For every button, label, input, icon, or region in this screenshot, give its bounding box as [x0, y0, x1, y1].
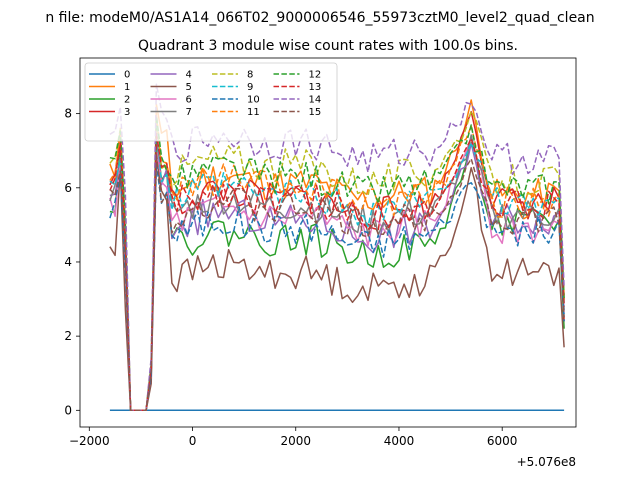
legend-label-6: 6 [186, 95, 192, 106]
series-line-11 [109, 113, 565, 412]
y-tick-label: 4 [64, 255, 72, 269]
x-axis: −2000 0 2000 4000 6000 [69, 427, 517, 448]
legend-label-8: 8 [247, 70, 253, 81]
x-tick-label: 6000 [487, 434, 518, 448]
series-line-12 [109, 115, 565, 412]
chart-title: Quadrant 3 module wise count rates with … [138, 38, 518, 54]
legend-label-0: 0 [124, 70, 130, 81]
legend-label-5: 5 [186, 82, 192, 93]
x-tick-label: −2000 [69, 434, 110, 448]
x-offset-label: +5.076e8 [517, 455, 576, 469]
legend-label-9: 9 [247, 82, 253, 93]
y-tick-label: 6 [64, 181, 72, 195]
series-line-3 [109, 110, 565, 412]
legend-label-2: 2 [124, 95, 130, 106]
series-line-10 [109, 162, 565, 412]
x-tick-label: 0 [189, 434, 197, 448]
legend-label-1: 1 [124, 82, 130, 93]
figure-suptitle: n file: modeM0/AS1A14_066T02_9000006546_… [45, 10, 594, 26]
legend-label-15: 15 [309, 107, 322, 118]
legend-label-7: 7 [186, 107, 192, 118]
legend-box [84, 62, 338, 142]
series-layer [109, 83, 565, 412]
series-line-5 [109, 156, 565, 412]
series-line-14 [109, 83, 565, 412]
y-tick-label: 0 [64, 403, 72, 417]
series-line-13 [109, 132, 565, 412]
legend-label-13: 13 [309, 82, 322, 93]
x-tick-label: 2000 [280, 434, 311, 448]
plot-frame [79, 57, 577, 428]
series-line-9 [109, 128, 565, 412]
legend-label-3: 3 [124, 107, 130, 118]
series-line-7 [109, 134, 565, 412]
legend-label-11: 11 [247, 107, 260, 118]
legend-label-14: 14 [309, 95, 322, 106]
legend-label-12: 12 [309, 70, 322, 81]
legend-label-10: 10 [247, 95, 260, 106]
x-tick-label: 4000 [384, 434, 415, 448]
y-axis: 0 2 4 6 8 [64, 107, 80, 417]
y-tick-label: 8 [64, 107, 72, 121]
y-tick-label: 2 [64, 329, 72, 343]
legend-label-4: 4 [186, 70, 192, 81]
series-line-15 [109, 152, 565, 412]
